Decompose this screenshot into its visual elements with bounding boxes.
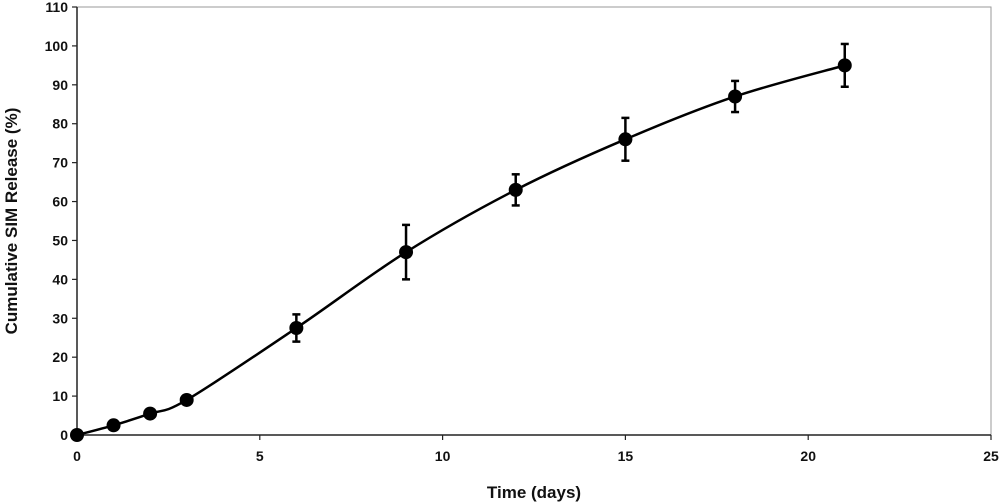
x-tick-label: 20 [800, 448, 816, 464]
data-points [70, 58, 852, 442]
y-tick-label: 20 [52, 349, 68, 365]
y-tick-label: 60 [52, 194, 68, 210]
y-tick-label: 50 [52, 232, 68, 248]
data-point [143, 406, 158, 421]
data-point [837, 58, 852, 73]
y-axis-ticks: 0 10 20 30 40 50 60 70 80 90 100 110 [45, 0, 77, 443]
data-point [728, 89, 743, 104]
y-tick-label: 70 [52, 155, 68, 171]
y-tick-label: 10 [52, 388, 68, 404]
data-point [399, 245, 414, 260]
data-point [106, 418, 121, 433]
y-tick-label: 80 [52, 116, 68, 132]
x-tick-label: 0 [73, 448, 81, 464]
data-point [618, 132, 633, 147]
error-bars [292, 42, 849, 343]
y-tick-label: 90 [52, 77, 68, 93]
y-tick-label: 40 [52, 271, 68, 287]
x-tick-label: 25 [983, 448, 999, 464]
x-axis-ticks: 0 5 10 15 20 25 [73, 435, 999, 464]
data-point [289, 321, 304, 335]
x-tick-label: 10 [435, 448, 451, 464]
y-tick-label: 110 [45, 0, 68, 15]
x-axis-label: Time (days) [487, 483, 581, 502]
y-axis-label: Cumulative SIM Release (%) [2, 108, 21, 335]
data-point [508, 182, 523, 197]
y-tick-label: 30 [52, 310, 68, 326]
series-line [76, 64, 846, 437]
x-tick-label: 15 [618, 448, 634, 464]
data-point [179, 392, 194, 407]
plot-frame [76, 6, 992, 436]
y-tick-label: 0 [60, 427, 68, 443]
x-tick-label: 5 [256, 448, 264, 464]
data-point [70, 428, 84, 442]
y-tick-label: 100 [45, 38, 69, 54]
